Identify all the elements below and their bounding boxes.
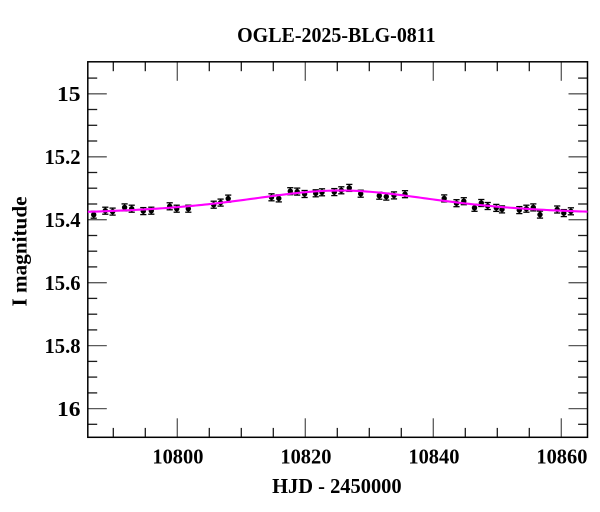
svg-text:I magnitude: I magnitude [8,197,32,307]
svg-text:15.8: 15.8 [45,334,81,358]
svg-text:HJD - 2450000: HJD - 2450000 [272,474,402,498]
svg-text:15.2: 15.2 [45,145,81,169]
svg-text:15.6: 15.6 [45,271,81,295]
svg-text:10800: 10800 [152,444,203,468]
svg-text:16: 16 [57,397,81,421]
svg-text:OGLE-2025-BLG-0811: OGLE-2025-BLG-0811 [237,23,436,47]
svg-text:10860: 10860 [536,444,587,468]
svg-text:15.4: 15.4 [45,208,81,232]
svg-text:10820: 10820 [280,444,331,468]
svg-text:15: 15 [57,82,81,106]
svg-text:10840: 10840 [408,444,459,468]
